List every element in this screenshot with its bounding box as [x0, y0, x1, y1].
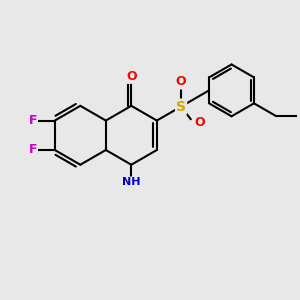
Text: F: F: [28, 143, 37, 157]
Text: NH: NH: [122, 177, 141, 188]
Text: O: O: [126, 70, 136, 83]
Text: S: S: [176, 100, 186, 114]
Text: O: O: [194, 116, 205, 129]
Text: O: O: [176, 75, 186, 88]
Text: F: F: [28, 114, 37, 127]
